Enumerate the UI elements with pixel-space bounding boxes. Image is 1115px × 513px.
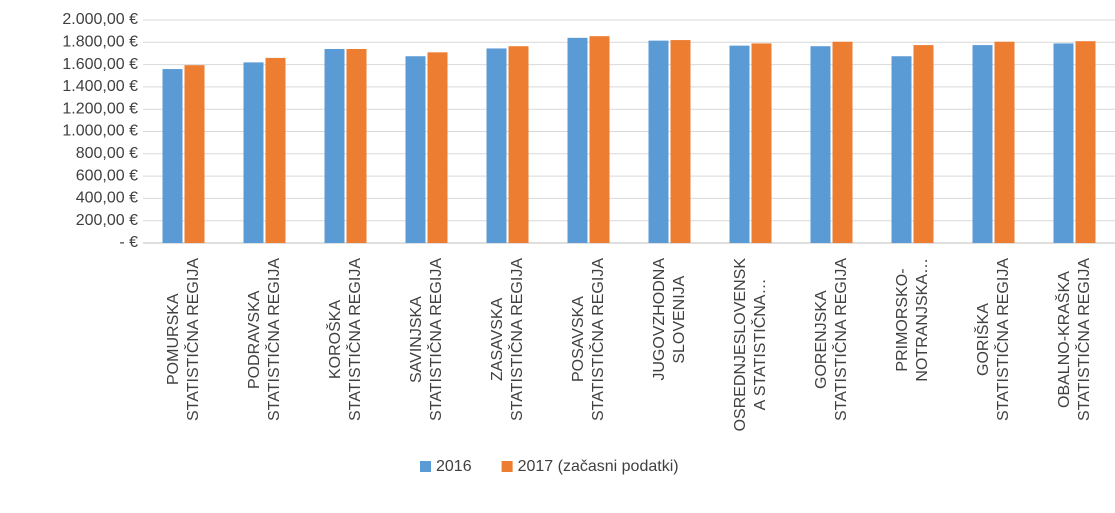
y-tick-label: 2.000,00 € xyxy=(62,11,138,28)
y-tick-label: 600,00 € xyxy=(76,167,138,184)
y-tick-label: 1.400,00 € xyxy=(62,78,138,95)
bar xyxy=(567,37,588,244)
x-tick-label: SAVINJSKA STATISTIČNA REGIJA xyxy=(407,258,445,421)
bar xyxy=(324,48,345,243)
bar xyxy=(508,46,529,243)
bar xyxy=(832,41,853,244)
bar xyxy=(891,56,912,243)
bar xyxy=(1053,43,1074,243)
x-tick-label: GORIŠKA STATISTIČNA REGIJA xyxy=(974,258,1012,421)
bar xyxy=(648,40,669,243)
bar xyxy=(346,48,367,243)
bar xyxy=(729,45,750,243)
legend-swatch xyxy=(420,461,431,472)
y-tick-label: 200,00 € xyxy=(76,212,138,229)
x-tick-label: PODRAVSKA STATISTIČNA REGIJA xyxy=(245,258,283,421)
y-tick-label: 800,00 € xyxy=(76,145,138,162)
bar xyxy=(162,69,183,243)
x-tick-label: ZASAVSKA STATISTIČNA REGIJA xyxy=(488,258,526,421)
x-tick-label: OBALNO-KRAŠKA STATISTIČNA REGIJA xyxy=(1055,258,1093,421)
bar xyxy=(972,45,993,244)
bar xyxy=(810,46,831,243)
bar xyxy=(670,40,691,243)
bar xyxy=(751,43,772,243)
x-tick-label: POMURSKA STATISTIČNA REGIJA xyxy=(164,258,202,421)
bar xyxy=(994,41,1015,244)
y-tick-label: 1.600,00 € xyxy=(62,56,138,73)
bar xyxy=(265,57,286,243)
legend-swatch xyxy=(501,461,513,472)
legend-label: 2016 xyxy=(436,458,472,475)
bar xyxy=(427,52,448,244)
x-tick-label: JUGOVZHODNA SLOVENIJA xyxy=(650,258,688,381)
y-tick-label: 1.000,00 € xyxy=(62,123,138,140)
x-tick-label: POSAVSKA STATISTIČNA REGIJA xyxy=(569,258,607,421)
bar xyxy=(486,48,507,244)
x-tick-label: KOROŠKA STATISTIČNA REGIJA xyxy=(326,258,364,421)
legend-label: 2017 (začasni podatki) xyxy=(518,458,679,475)
bar xyxy=(913,45,934,244)
y-tick-label: 400,00 € xyxy=(76,190,138,207)
y-tick-label: 1.800,00 € xyxy=(62,34,138,51)
bar xyxy=(184,65,205,243)
bar xyxy=(1075,41,1096,244)
y-tick-label: 1.200,00 € xyxy=(62,100,138,117)
x-tick-label: PRIMORSKO- NOTRANJSKA… xyxy=(893,258,931,382)
bar xyxy=(589,36,610,244)
x-tick-label: GORENJSKA STATISTIČNA REGIJA xyxy=(812,258,850,421)
y-tick-label: - € xyxy=(119,234,138,251)
x-tick-label: OSREDNJESLOVENSK A STATISTIČNA… xyxy=(731,258,769,432)
bar xyxy=(243,62,264,244)
bar xyxy=(405,56,426,243)
